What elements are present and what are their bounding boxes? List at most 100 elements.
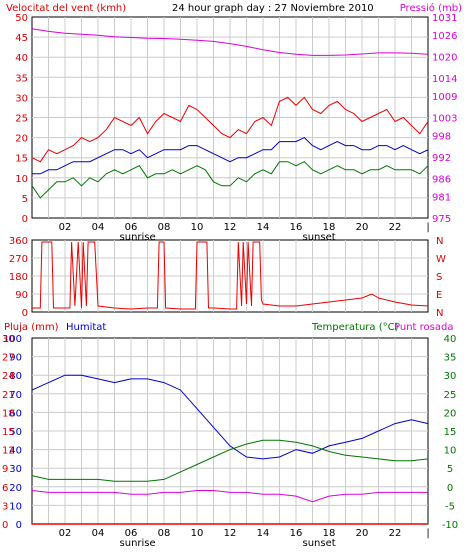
dew-point-axis-title: Punt rosada bbox=[394, 322, 453, 333]
x-tick-label: 20 bbox=[356, 528, 369, 539]
y-tick-label-left: 0 bbox=[22, 214, 28, 225]
y-tick-label-rain: 18 bbox=[2, 408, 15, 419]
y-tick-label-rain: 21 bbox=[2, 390, 15, 401]
x-tick-end-mark: | bbox=[426, 222, 429, 233]
x-tick-label: 02 bbox=[59, 222, 72, 233]
series-line-average bbox=[32, 136, 429, 175]
y-tick-label-right: 1026 bbox=[432, 31, 457, 42]
y-tick-label-humidity: 90 bbox=[9, 353, 22, 364]
y-tick-label-right: 981 bbox=[432, 192, 451, 203]
y-tick-label-right: 975 bbox=[432, 214, 451, 225]
y-tick-label-direction: 180 bbox=[9, 272, 28, 283]
y-tick-label-right: 1020 bbox=[432, 52, 457, 63]
y-tick-label-humidity: 50 bbox=[9, 427, 22, 438]
sunset-label: sunset bbox=[303, 538, 336, 549]
y-tick-label-temperature: 20 bbox=[444, 408, 457, 419]
y-tick-label-rain: 0 bbox=[2, 520, 8, 531]
x-tick-label: 08 bbox=[158, 222, 171, 233]
y-tick-label-humidity: 30 bbox=[9, 464, 22, 475]
series-line-low bbox=[31, 161, 429, 199]
y-tick-label-left: 10 bbox=[15, 174, 28, 185]
y-tick-label-direction: 360 bbox=[9, 236, 28, 247]
y-tick-label-left: 50 bbox=[15, 13, 28, 24]
wind-pressure-panel: 0 5 10 15 20 25 30 35 40 45 50 975 981 986 992 998 1003 1… bbox=[15, 13, 457, 243]
pressure-axis-title: Pressió (mb) bbox=[400, 2, 462, 14]
y-tick-label-left: 35 bbox=[15, 73, 28, 84]
y-tick-label-temperature: 0 bbox=[447, 483, 453, 494]
y-tick-label-temperature: 5 bbox=[447, 464, 453, 475]
x-tick-label: 12 bbox=[224, 528, 237, 539]
series-line-temperature bbox=[31, 439, 429, 482]
series-line-dew_point bbox=[31, 490, 428, 503]
y-tick-label-rain: 30 bbox=[2, 334, 15, 345]
x-tick-label: 10 bbox=[191, 528, 204, 539]
y-tick-label-right: 998 bbox=[432, 131, 451, 142]
humidity-temperature-panel: 0102030405060708090100036912151821242730… bbox=[2, 334, 458, 549]
y-tick-label-temperature: 10 bbox=[444, 446, 457, 457]
x-tick-label: 04 bbox=[92, 528, 105, 539]
y-tick-label-temperature: 25 bbox=[444, 390, 457, 401]
rain-axis-title: Pluja (mm) bbox=[4, 322, 59, 333]
y-tick-label-temperature: 40 bbox=[444, 334, 457, 345]
y-tick-label-left: 5 bbox=[22, 194, 28, 205]
compass-label: W bbox=[436, 254, 446, 265]
x-tick-label: 06 bbox=[125, 222, 138, 233]
humidity-axis-title: Humitat bbox=[66, 322, 106, 333]
series-line-pressure bbox=[31, 28, 429, 56]
x-tick-end-mark: | bbox=[426, 528, 429, 539]
x-tick-label: 04 bbox=[92, 222, 105, 233]
y-tick-label-temperature: 35 bbox=[444, 353, 457, 364]
y-tick-label-humidity: 60 bbox=[9, 408, 22, 419]
y-tick-label-right: 1009 bbox=[432, 92, 457, 103]
compass-label: E bbox=[436, 290, 442, 301]
x-tick-label: 22 bbox=[389, 528, 402, 539]
x-tick-label: 20 bbox=[356, 222, 369, 233]
temperature-axis-title: Temperatura (°C) bbox=[311, 322, 399, 333]
y-tick-label-humidity: 20 bbox=[9, 483, 22, 494]
y-tick-label-humidity: 70 bbox=[9, 390, 22, 401]
y-tick-label-humidity: 100 bbox=[3, 334, 22, 345]
x-tick-label: 02 bbox=[59, 528, 72, 539]
sunrise-label: sunrise bbox=[120, 232, 156, 243]
series-line-gust bbox=[31, 96, 429, 163]
x-tick-label: 08 bbox=[158, 528, 171, 539]
y-tick-label-direction: 90 bbox=[15, 290, 28, 301]
compass-label: N bbox=[436, 236, 443, 247]
series-line-direction bbox=[32, 241, 429, 310]
series-line-humidity bbox=[31, 374, 429, 460]
y-tick-label-left: 15 bbox=[15, 154, 28, 165]
y-tick-label-temperature: -10 bbox=[442, 520, 458, 531]
y-tick-label-left: 25 bbox=[15, 114, 28, 125]
sunset-label: sunset bbox=[303, 232, 336, 243]
y-tick-label-left: 45 bbox=[15, 33, 28, 44]
compass-label: N bbox=[436, 308, 443, 319]
y-tick-label-left: 30 bbox=[15, 93, 28, 104]
x-tick-label: 22 bbox=[389, 222, 402, 233]
y-tick-label-direction: 270 bbox=[9, 254, 28, 265]
x-tick-label: 14 bbox=[257, 222, 270, 233]
y-tick-label-right: 986 bbox=[432, 175, 451, 186]
y-tick-label-humidity: 10 bbox=[9, 501, 22, 512]
y-tick-label-rain: 12 bbox=[2, 446, 15, 457]
y-tick-label-temperature: 30 bbox=[444, 371, 457, 382]
x-tick-label: 18 bbox=[323, 222, 336, 233]
y-tick-label-rain: 15 bbox=[2, 427, 15, 438]
compass-label: S bbox=[436, 272, 442, 283]
y-tick-label-humidity: 80 bbox=[9, 371, 22, 382]
y-tick-label-rain: 9 bbox=[2, 464, 8, 475]
y-tick-label-rain: 6 bbox=[2, 483, 8, 494]
y-tick-label-humidity: 40 bbox=[9, 446, 22, 457]
x-tick-label: 06 bbox=[125, 528, 138, 539]
x-tick-label: 10 bbox=[191, 222, 204, 233]
y-tick-label-temperature: 15 bbox=[444, 427, 457, 438]
y-tick-label-right: 992 bbox=[432, 153, 451, 164]
wind-speed-axis-title: Velocitat del vent (kmh) bbox=[6, 3, 126, 14]
chart-title: 24 hour graph day : 27 Noviembre 2010 bbox=[172, 3, 374, 14]
x-tick-label: 14 bbox=[257, 528, 270, 539]
y-tick-label-right: 1014 bbox=[432, 74, 457, 85]
y-tick-label-right: 1031 bbox=[432, 13, 457, 24]
y-tick-label-rain: 27 bbox=[2, 353, 15, 364]
y-tick-label-rain: 3 bbox=[2, 501, 8, 512]
